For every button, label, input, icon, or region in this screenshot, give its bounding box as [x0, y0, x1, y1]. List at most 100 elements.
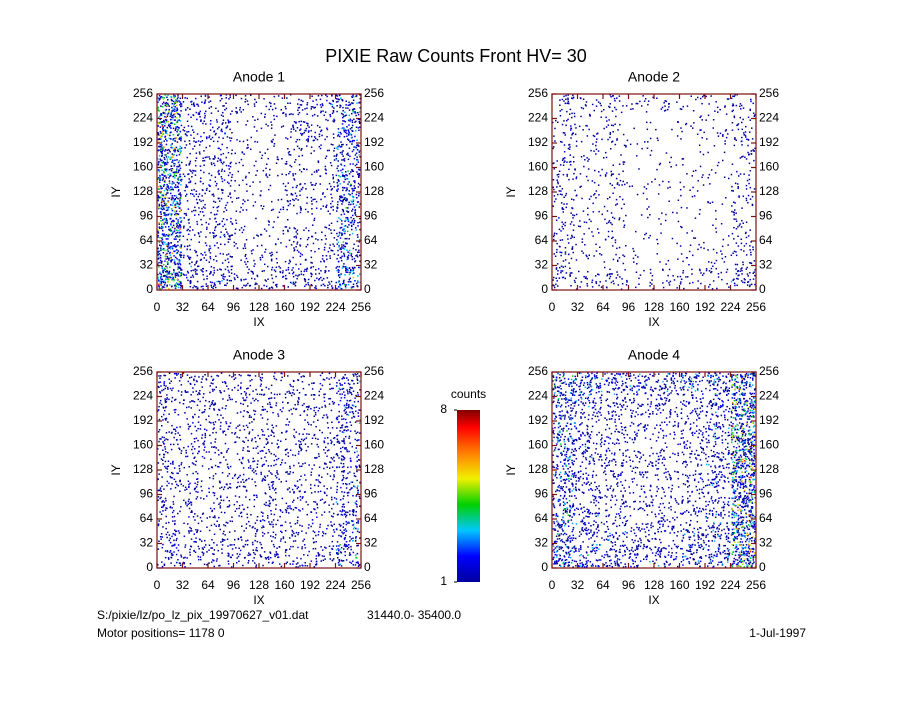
count-dot	[697, 180, 699, 182]
count-dot	[195, 193, 198, 195]
count-dot	[753, 188, 756, 190]
count-dot	[300, 207, 302, 210]
count-dot	[159, 121, 162, 123]
count-dot	[308, 135, 310, 138]
count-dot	[315, 269, 317, 271]
count-dot	[174, 228, 176, 230]
count-dot	[167, 248, 169, 250]
count-dot	[189, 152, 191, 155]
count-dot	[173, 162, 175, 165]
count-dot	[752, 248, 754, 251]
count-dot	[178, 267, 180, 269]
count-dot	[592, 211, 595, 213]
count-dot	[172, 231, 174, 234]
count-dot	[349, 163, 352, 165]
count-dot	[213, 423, 215, 426]
count-dot	[237, 170, 239, 173]
count-dot	[176, 107, 178, 109]
count-dot	[296, 241, 299, 243]
count-dot	[202, 254, 204, 256]
footer-file: S:/pixie/lz/po_lz_pix_19970627_v01.dat	[97, 608, 309, 622]
count-dot	[176, 116, 178, 119]
count-dot	[317, 239, 319, 241]
count-dot	[312, 242, 315, 245]
count-dot	[244, 177, 247, 179]
count-dot	[174, 159, 176, 161]
count-dot	[231, 201, 233, 203]
count-dot	[609, 275, 612, 278]
count-dot	[269, 397, 271, 400]
count-dot	[202, 396, 204, 399]
count-dot	[160, 288, 163, 290]
count-dot	[221, 123, 223, 125]
count-dot	[605, 280, 607, 282]
count-dot	[213, 130, 216, 132]
count-dot	[237, 425, 239, 427]
count-dot	[299, 255, 302, 258]
count-dot	[177, 263, 179, 266]
count-dot	[348, 383, 351, 386]
count-dot	[703, 247, 705, 250]
count-dot	[313, 433, 316, 436]
count-dot	[293, 204, 295, 207]
count-dot	[188, 257, 190, 259]
count-dot	[702, 95, 704, 98]
count-dot	[325, 226, 328, 229]
count-dot	[353, 375, 355, 377]
count-dot	[662, 268, 664, 271]
count-dot	[732, 201, 735, 203]
count-dot	[171, 279, 173, 281]
count-dot	[265, 248, 267, 251]
count-dot	[632, 257, 635, 260]
count-dot	[164, 136, 166, 138]
count-dot	[695, 98, 697, 101]
count-dot	[192, 148, 194, 150]
count-dot	[319, 175, 321, 177]
count-dot	[215, 286, 217, 289]
count-dot	[338, 145, 340, 148]
count-dot	[736, 94, 738, 96]
count-dot	[610, 281, 613, 284]
count-dot	[346, 407, 348, 409]
count-dot	[296, 249, 299, 252]
count-dot	[681, 130, 683, 133]
count-dot	[225, 284, 227, 287]
count-dot	[187, 208, 190, 210]
count-dot	[224, 381, 226, 383]
count-dot	[326, 377, 328, 379]
count-dot	[618, 184, 620, 186]
count-dot	[162, 129, 164, 132]
heat-cell	[604, 216, 626, 241]
count-dot	[178, 176, 181, 178]
count-dot	[224, 407, 227, 410]
count-dot	[204, 156, 207, 159]
count-dot	[333, 147, 336, 150]
count-dot	[358, 241, 360, 243]
count-dot	[255, 101, 258, 103]
count-dot	[610, 170, 612, 173]
count-dot	[754, 114, 756, 116]
count-dot	[252, 116, 254, 118]
count-dot	[236, 111, 238, 113]
count-dot	[302, 186, 304, 189]
count-dot	[173, 105, 175, 107]
count-dot	[161, 121, 163, 123]
count-dot	[734, 137, 736, 139]
heat-cell	[234, 144, 257, 167]
count-dot	[705, 95, 707, 98]
footer-motor: Motor positions= 1178 0	[97, 626, 225, 640]
count-dot	[284, 393, 287, 395]
footer-date: 1-Jul-1997	[749, 626, 806, 640]
count-dot	[236, 121, 239, 123]
count-dot	[349, 140, 352, 143]
count-dot	[280, 431, 283, 434]
count-dot	[352, 188, 354, 190]
count-dot	[175, 212, 177, 215]
count-dot	[676, 135, 679, 137]
count-dot	[161, 125, 164, 127]
count-dot	[170, 208, 173, 210]
count-dot	[163, 241, 165, 244]
count-dot	[276, 251, 278, 254]
count-dot	[245, 436, 247, 439]
count-dot	[253, 399, 256, 402]
